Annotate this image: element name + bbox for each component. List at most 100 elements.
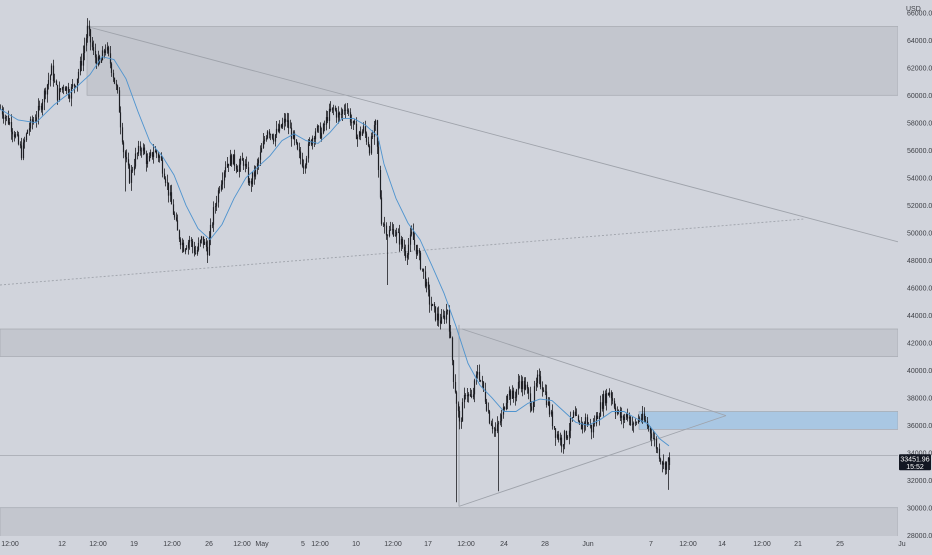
candle-body bbox=[385, 225, 388, 236]
candle-body bbox=[136, 153, 139, 154]
candle-body bbox=[619, 410, 622, 418]
candle-body bbox=[572, 411, 575, 418]
trendline-0[interactable] bbox=[86, 26, 899, 243]
candle-body bbox=[580, 424, 583, 430]
candle-body bbox=[464, 395, 467, 396]
candle-body bbox=[32, 120, 35, 123]
candle-body bbox=[224, 167, 227, 173]
candle-body bbox=[208, 237, 211, 256]
x-tick-label: 14 bbox=[718, 541, 726, 548]
candle-body bbox=[47, 79, 50, 85]
y-tick-label: 32000.00 bbox=[907, 478, 932, 485]
candle-body bbox=[440, 316, 443, 324]
candle-body bbox=[641, 413, 644, 420]
candle-body bbox=[479, 379, 482, 381]
candle-body bbox=[529, 393, 532, 407]
time-axis-background[interactable] bbox=[0, 536, 932, 550]
candle-body bbox=[121, 127, 124, 143]
candle-body bbox=[491, 425, 494, 430]
zone-0[interactable] bbox=[86, 26, 899, 96]
candle-body bbox=[458, 411, 461, 422]
candle-body bbox=[472, 394, 475, 398]
candle-body bbox=[25, 133, 28, 141]
candle-body bbox=[73, 84, 76, 86]
candle-body bbox=[205, 241, 208, 247]
candle-body bbox=[374, 120, 377, 125]
candle-body bbox=[602, 393, 605, 409]
candle-body bbox=[421, 268, 424, 270]
x-tick-label: 7 bbox=[649, 541, 653, 548]
candle-body bbox=[454, 382, 457, 393]
candle-body bbox=[419, 252, 422, 269]
candle-body bbox=[388, 230, 391, 236]
candle-body bbox=[436, 313, 439, 321]
candle-body bbox=[241, 158, 244, 161]
candle-body bbox=[344, 109, 347, 111]
candle-body bbox=[614, 407, 617, 414]
candle-body bbox=[652, 438, 655, 439]
candle-body bbox=[346, 109, 349, 111]
candle-body bbox=[305, 158, 308, 165]
candle-body bbox=[10, 122, 13, 132]
candle-body bbox=[259, 152, 262, 160]
candle-body bbox=[169, 192, 172, 196]
candle-body bbox=[82, 52, 85, 66]
candle-body bbox=[481, 380, 484, 382]
candle-body bbox=[599, 402, 602, 417]
candle-body bbox=[509, 390, 512, 399]
candle-body bbox=[313, 137, 316, 140]
trendline-1[interactable] bbox=[0, 218, 805, 286]
candle-body bbox=[338, 112, 341, 115]
candle-body bbox=[14, 134, 17, 137]
candle-body bbox=[352, 120, 355, 124]
candle-body bbox=[427, 281, 430, 290]
candle-body bbox=[622, 415, 625, 421]
candle-body bbox=[106, 47, 109, 51]
candle-body bbox=[322, 124, 325, 133]
candle-body bbox=[40, 105, 43, 110]
moving-average-line bbox=[0, 56, 670, 447]
candle-body bbox=[554, 428, 557, 438]
candle-body bbox=[544, 391, 547, 393]
candle-body bbox=[253, 172, 256, 177]
candle-body bbox=[410, 231, 413, 235]
candle-body bbox=[29, 119, 32, 129]
candle-body bbox=[197, 243, 200, 250]
candle-body bbox=[56, 84, 59, 101]
candle-body bbox=[628, 417, 631, 419]
y-tick-label: 30000.00 bbox=[907, 505, 932, 512]
candle-body bbox=[362, 126, 365, 132]
candle-body bbox=[521, 380, 524, 389]
candle-body bbox=[530, 406, 533, 411]
candle-body bbox=[574, 411, 577, 416]
candle-body bbox=[370, 136, 373, 154]
candle-body bbox=[608, 392, 611, 396]
y-tick-label: 66000.00 bbox=[907, 10, 932, 17]
candle-body bbox=[134, 153, 137, 167]
zone-1[interactable] bbox=[0, 328, 899, 357]
candle-body bbox=[590, 424, 593, 433]
candle-body bbox=[350, 122, 353, 124]
candle-body bbox=[647, 425, 650, 428]
candle-body bbox=[277, 128, 280, 132]
candle-body bbox=[202, 236, 205, 245]
candle-body bbox=[545, 391, 548, 406]
zone-3[interactable] bbox=[638, 411, 899, 430]
trendline-3[interactable] bbox=[458, 415, 727, 507]
candle-body bbox=[290, 127, 293, 139]
trendline-2[interactable] bbox=[461, 328, 727, 417]
candle-body bbox=[65, 86, 68, 91]
candle-body bbox=[643, 413, 646, 421]
candle-body bbox=[490, 423, 493, 426]
candle-body bbox=[518, 381, 521, 383]
candle-body bbox=[155, 150, 158, 155]
candle-body bbox=[487, 410, 490, 412]
candle-body bbox=[508, 390, 511, 396]
candle-body bbox=[611, 398, 614, 401]
candle-body bbox=[368, 146, 371, 154]
candle-body bbox=[304, 164, 307, 169]
candle-body bbox=[286, 120, 289, 122]
candle-body bbox=[104, 50, 107, 53]
